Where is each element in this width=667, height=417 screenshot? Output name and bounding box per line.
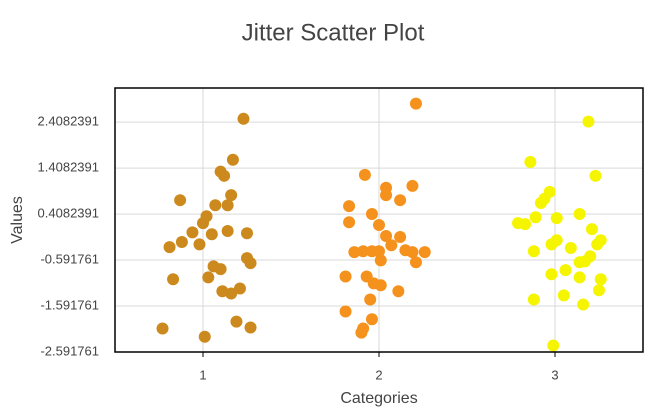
point — [167, 273, 180, 286]
y-tick-label: -0.591761 — [40, 251, 99, 266]
point — [218, 169, 231, 182]
point — [244, 321, 257, 334]
point — [573, 207, 586, 220]
chart-title: Jitter Scatter Plot — [242, 19, 425, 46]
point — [591, 238, 604, 251]
x-axis-label: Categories — [340, 390, 417, 407]
point — [418, 246, 431, 259]
point — [343, 216, 356, 229]
point — [392, 285, 405, 298]
point — [557, 289, 570, 302]
point — [225, 287, 238, 300]
point — [394, 230, 407, 243]
point — [527, 293, 540, 306]
point — [175, 236, 188, 249]
x-tick-label: 2 — [375, 367, 382, 382]
point — [186, 226, 199, 239]
point — [547, 339, 560, 352]
point — [527, 245, 540, 258]
point — [364, 293, 377, 306]
point — [374, 254, 387, 267]
point — [564, 242, 577, 255]
point — [365, 313, 378, 326]
point — [156, 322, 169, 335]
point — [226, 153, 239, 166]
point — [357, 245, 370, 258]
point — [529, 211, 542, 224]
point — [573, 271, 586, 284]
y-tick-label: 2.4082391 — [38, 114, 99, 129]
point — [559, 264, 572, 277]
point — [409, 256, 422, 269]
point — [339, 305, 352, 318]
point — [373, 219, 385, 232]
point — [380, 189, 393, 202]
point — [374, 279, 387, 292]
point — [534, 196, 547, 209]
point — [550, 212, 563, 225]
point — [524, 156, 537, 169]
point — [355, 326, 368, 339]
point — [578, 255, 591, 268]
y-tick-label: -1.591761 — [40, 297, 99, 312]
point — [545, 238, 558, 251]
point — [230, 315, 243, 328]
y-tick-label: 1.4082391 — [38, 160, 99, 175]
point — [214, 263, 227, 276]
point — [241, 227, 253, 240]
point — [577, 298, 590, 311]
point — [585, 223, 598, 236]
point — [202, 271, 215, 284]
point — [582, 115, 595, 128]
y-tick-label: 0.4082391 — [38, 206, 99, 221]
point — [545, 268, 558, 281]
point — [394, 194, 407, 207]
point — [225, 189, 238, 202]
point — [198, 330, 211, 343]
point — [594, 273, 607, 286]
point — [233, 282, 246, 295]
point — [237, 112, 250, 125]
point — [339, 270, 352, 283]
point — [373, 245, 385, 258]
points — [156, 97, 607, 352]
point — [365, 207, 378, 220]
point — [163, 241, 176, 254]
point — [343, 200, 356, 213]
point — [519, 218, 532, 231]
point — [197, 217, 209, 230]
x-tick-label: 1 — [199, 367, 206, 382]
point — [380, 230, 393, 243]
point — [358, 168, 371, 181]
point — [174, 194, 187, 207]
point — [221, 199, 234, 212]
x-tick-label: 3 — [551, 367, 558, 382]
point — [348, 246, 361, 259]
point — [193, 238, 206, 251]
point — [593, 284, 605, 297]
point — [409, 97, 422, 110]
point — [221, 224, 234, 237]
y-axis-label: Values — [9, 196, 26, 244]
point — [244, 257, 257, 270]
point — [589, 169, 602, 182]
point — [406, 179, 419, 192]
point — [406, 246, 419, 259]
point — [209, 199, 222, 212]
y-tick-label: -2.591761 — [40, 343, 99, 358]
point — [205, 228, 218, 241]
point — [385, 239, 398, 252]
